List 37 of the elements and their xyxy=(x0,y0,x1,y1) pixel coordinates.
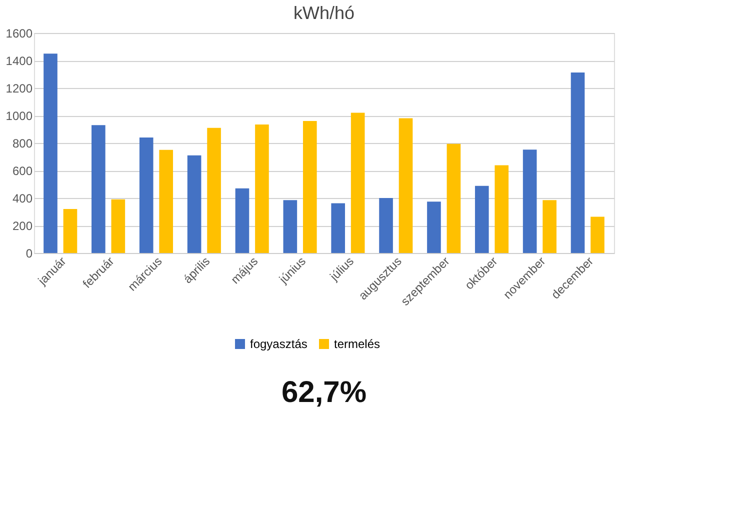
bar xyxy=(159,150,174,253)
bar xyxy=(494,165,509,253)
bar xyxy=(522,150,537,253)
legend-label: fogyasztás xyxy=(250,337,308,351)
bar xyxy=(63,209,78,253)
bar xyxy=(379,198,393,253)
bar xyxy=(398,118,413,253)
bar xyxy=(474,186,489,253)
bar xyxy=(542,200,556,253)
y-tick-label: 1200 xyxy=(6,82,33,96)
bar xyxy=(255,124,269,253)
bar xyxy=(302,121,317,253)
bar xyxy=(92,125,106,253)
bar xyxy=(111,199,126,253)
bar xyxy=(187,155,202,253)
legend-label: termelés xyxy=(334,337,380,351)
bar xyxy=(446,144,461,253)
bar xyxy=(139,138,154,253)
chart-title: kWh/hó xyxy=(293,3,355,23)
bar xyxy=(235,188,250,253)
bar xyxy=(427,202,441,253)
bar xyxy=(331,203,346,253)
text: 62,7% xyxy=(281,376,367,409)
y-tick-label: 200 xyxy=(12,219,33,233)
y-tick-label: 0 xyxy=(26,246,33,260)
bar xyxy=(44,54,58,253)
y-tick-label: 600 xyxy=(12,164,33,178)
bar xyxy=(283,200,298,253)
bar xyxy=(590,216,604,253)
y-tick-label: 1000 xyxy=(6,109,33,123)
y-tick-label: 800 xyxy=(12,136,33,150)
bar xyxy=(350,112,365,253)
bar xyxy=(207,128,221,253)
bar xyxy=(570,72,585,253)
y-tick-label: 1600 xyxy=(6,26,33,40)
y-tick-label: 400 xyxy=(12,192,33,206)
y-tick-label: 1400 xyxy=(6,54,33,68)
